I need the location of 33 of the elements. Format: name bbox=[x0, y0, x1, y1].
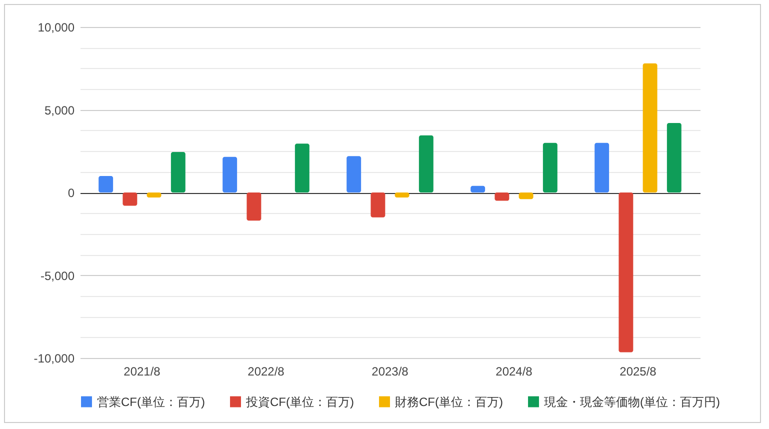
bar bbox=[246, 192, 262, 221]
legend-label: 投資CF(単位：百万) bbox=[245, 394, 354, 409]
legend-label: 現金・現金等価物(単位：百万円) bbox=[544, 394, 720, 409]
bar bbox=[618, 192, 634, 352]
bar bbox=[222, 156, 238, 192]
bar bbox=[642, 63, 658, 192]
bar bbox=[370, 192, 386, 218]
x-tick-label: 2024/8 bbox=[496, 364, 533, 378]
x-tick-label: 2023/8 bbox=[372, 364, 409, 378]
bar bbox=[470, 186, 486, 192]
bar bbox=[146, 192, 162, 198]
bar bbox=[494, 192, 510, 201]
y-tick-label: -10,000 bbox=[34, 352, 75, 366]
bar bbox=[518, 192, 534, 200]
y-tick-label: 10,000 bbox=[38, 20, 75, 34]
bar bbox=[594, 142, 610, 192]
bar bbox=[122, 192, 138, 206]
bar bbox=[294, 144, 310, 192]
y-tick-label: -5,000 bbox=[40, 268, 75, 283]
x-tick-label: 2025/8 bbox=[620, 364, 657, 378]
y-tick-label: 0 bbox=[68, 186, 75, 200]
bar bbox=[666, 122, 682, 192]
x-tick-label: 2022/8 bbox=[248, 364, 285, 378]
x-tick-label: 2021/8 bbox=[124, 364, 161, 378]
bar bbox=[170, 152, 186, 192]
bar bbox=[346, 156, 362, 192]
legend-label: 財務CF(単位：百万) bbox=[395, 394, 503, 409]
bar bbox=[418, 135, 434, 192]
bar bbox=[98, 176, 114, 192]
bar bbox=[394, 192, 410, 198]
legend-label: 営業CF(単位：百万) bbox=[97, 394, 205, 409]
y-tick-label: 5,000 bbox=[44, 103, 75, 118]
bar bbox=[542, 142, 558, 192]
